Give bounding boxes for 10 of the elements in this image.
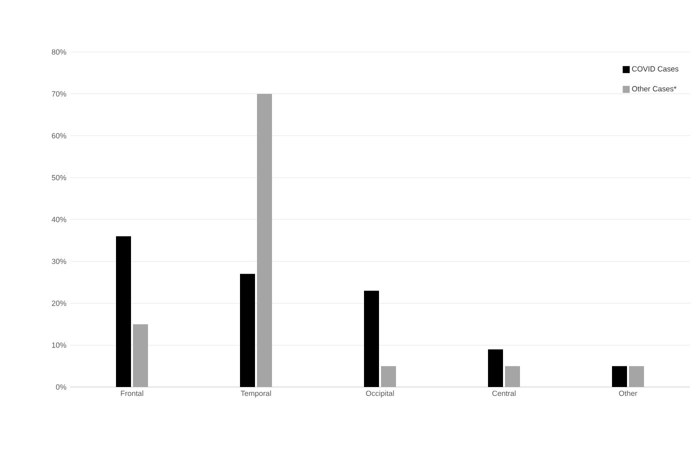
bar [116,236,132,387]
bar [612,366,628,387]
bar [240,274,256,387]
bar [381,366,396,387]
bar [132,324,148,387]
bar [629,366,644,387]
bar [256,94,272,387]
bar [505,366,520,387]
bar [488,349,504,387]
bar [364,290,380,387]
